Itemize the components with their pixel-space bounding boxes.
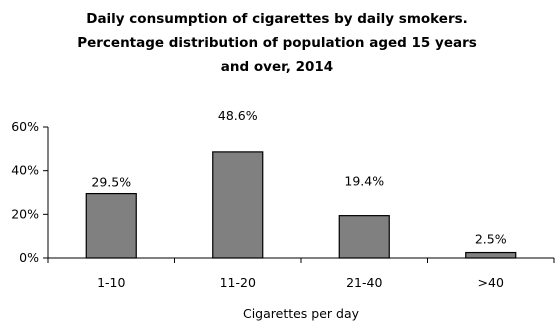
bar-4 [465, 251, 517, 259]
x-tick-label: 1-10 [97, 275, 125, 290]
x-tick-label: 11-20 [220, 275, 256, 290]
bar-3 [338, 215, 390, 259]
data-label: 2.5% [475, 232, 507, 247]
chart-title-line-1: Daily consumption of cigarettes by daily… [86, 11, 468, 27]
bar-2 [212, 151, 264, 259]
bar-1 [85, 192, 137, 259]
data-label-group: 29.5% 48.6% 19.4% 2.5% [91, 108, 506, 247]
data-label: 29.5% [91, 175, 131, 190]
chart-title-line-3: and over, 2014 [221, 59, 333, 75]
y-tick-label: 60% [11, 119, 39, 134]
bar-group [85, 151, 517, 259]
chart-title-line-2: Percentage distribution of population ag… [77, 35, 477, 51]
y-tick-label: 40% [11, 163, 39, 178]
x-tick-label: >40 [478, 275, 504, 290]
x-axis-title: Cigarettes per day [243, 306, 360, 321]
data-label: 48.6% [218, 108, 258, 123]
y-tick-label: 0% [19, 250, 39, 265]
x-tick-label: 21-40 [346, 275, 382, 290]
data-label: 19.4% [344, 174, 384, 189]
y-tick-label: 20% [11, 206, 39, 221]
